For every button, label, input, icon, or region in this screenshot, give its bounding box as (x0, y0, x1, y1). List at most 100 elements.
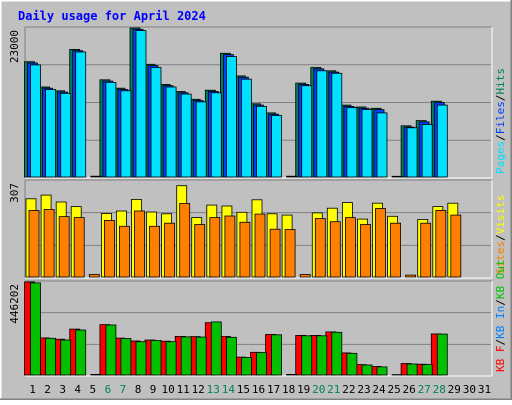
top-panel-max-label: 23000 (8, 30, 21, 63)
legend-bottom-part: / (494, 299, 507, 306)
x-label-day-5: 5 (89, 383, 96, 396)
bar-pages-day-10 (166, 87, 176, 177)
bar-sites-day-4 (74, 218, 84, 277)
bar-sites-day-8 (135, 211, 145, 277)
bar-sites-day-23 (361, 225, 371, 278)
middle-panel-max-label: 307 (8, 183, 21, 203)
legend-bottom-part: KB F (494, 346, 507, 373)
x-label-day-16: 16 (252, 383, 265, 396)
bar-pages-day-11 (181, 94, 191, 177)
x-label-day-4: 4 (74, 383, 81, 396)
bar-pages-day-4 (76, 52, 86, 177)
chart-title: Daily usage for April 2024 (18, 9, 206, 23)
bar-pages-day-8 (136, 31, 146, 177)
bar-sites-day-18 (285, 230, 295, 278)
bar-pages-day-18 (287, 176, 297, 177)
bar-sites-day-15 (240, 222, 250, 277)
bar-sites-day-21 (330, 222, 340, 277)
bar-pages-day-9 (151, 68, 161, 178)
bar-pages-day-19 (302, 86, 312, 177)
bar-kb-out-day-20 (317, 336, 327, 375)
bar-kb-out-day-19 (302, 336, 312, 375)
bar-pages-day-1 (31, 65, 41, 177)
bar-sites-day-14 (225, 216, 235, 277)
bar-kb-out-day-14 (226, 337, 236, 375)
legend-top-part: / (494, 95, 507, 102)
x-label-day-14: 14 (222, 383, 236, 396)
x-label-day-12: 12 (192, 383, 205, 396)
bar-pages-day-7 (121, 91, 131, 177)
bar-sites-day-20 (315, 219, 325, 278)
bar-kb-out-day-16 (257, 353, 267, 376)
legend-bottom: KB F/KB In/KB Out (494, 259, 507, 372)
bar-pages-day-20 (317, 71, 327, 177)
bar-kb-out-day-23 (362, 365, 372, 375)
x-label-day-8: 8 (135, 383, 142, 396)
bar-kb-out-day-4 (76, 330, 86, 375)
bar-kb-out-day-1 (31, 283, 41, 375)
bar-kb-out-day-15 (241, 358, 251, 376)
x-label-day-17: 17 (267, 383, 280, 396)
bar-pages-day-26 (407, 128, 417, 177)
bar-pages-day-12 (196, 102, 206, 177)
legend-top: Pages/Files/Hits (494, 68, 507, 174)
bar-kb-out-day-13 (211, 322, 221, 375)
x-label-day-22: 22 (342, 383, 355, 396)
bar-sites-day-1 (29, 210, 39, 277)
bottom-panel-max-label: 446202 (8, 284, 21, 324)
x-label-day-29: 29 (448, 383, 461, 396)
x-label-day-2: 2 (44, 383, 51, 396)
bar-pages-day-2 (46, 90, 56, 178)
bar-kb-out-day-22 (347, 353, 357, 375)
bar-sites-day-12 (195, 225, 205, 278)
bar-pages-day-27 (422, 125, 432, 178)
x-label-day-18: 18 (282, 383, 295, 396)
bar-kb-out-day-7 (121, 339, 131, 376)
bar-sites-day-25 (391, 223, 401, 277)
bar-pages-day-13 (211, 93, 221, 177)
bar-kb-out-day-2 (46, 338, 56, 375)
bar-pages-day-6 (106, 82, 116, 177)
bar-sites-day-26 (406, 275, 416, 277)
bar-kb-out-day-6 (106, 325, 116, 375)
x-label-day-31: 31 (478, 383, 491, 396)
bar-pages-day-23 (362, 110, 372, 177)
x-label-day-3: 3 (59, 383, 66, 396)
bar-pages-day-22 (347, 108, 357, 177)
x-label-day-10: 10 (161, 383, 174, 396)
bar-pages-day-15 (241, 79, 251, 177)
legend-middle-part: Visits (494, 195, 507, 235)
bar-pages-day-28 (437, 105, 447, 177)
bar-kb-out-day-10 (166, 342, 176, 375)
x-label-day-20: 20 (312, 383, 325, 396)
x-label-day-9: 9 (150, 383, 157, 396)
legend-top-part: / (494, 134, 507, 141)
bar-sites-day-9 (150, 226, 160, 277)
bar-kb-out-day-12 (196, 337, 206, 375)
legend-top-part: Hits (494, 68, 507, 95)
bar-pages-day-16 (257, 106, 267, 177)
x-label-day-27: 27 (418, 383, 431, 396)
bar-pages-day-21 (332, 73, 342, 177)
bar-sites-day-27 (421, 223, 431, 277)
x-label-day-15: 15 (237, 383, 250, 396)
x-label-day-7: 7 (120, 383, 127, 396)
bar-sites-day-29 (451, 215, 461, 277)
legend-bottom-part: KB In (494, 306, 507, 339)
legend-bottom-part: KB Out (494, 259, 507, 299)
bar-sites-day-10 (165, 223, 175, 277)
bar-kb-out-day-26 (407, 364, 417, 375)
bar-kb-out-day-11 (181, 337, 191, 375)
x-label-day-24: 24 (372, 383, 386, 396)
x-label-day-30: 30 (463, 383, 476, 396)
bar-sites-day-17 (270, 229, 280, 277)
legend-middle-part: / (494, 234, 507, 241)
bar-sites-day-13 (210, 218, 220, 277)
x-label-day-13: 13 (207, 383, 220, 396)
bar-pages-day-5 (91, 176, 101, 177)
x-label-day-21: 21 (327, 383, 340, 396)
bar-kb-out-day-9 (151, 340, 161, 375)
bar-sites-day-11 (180, 204, 190, 278)
